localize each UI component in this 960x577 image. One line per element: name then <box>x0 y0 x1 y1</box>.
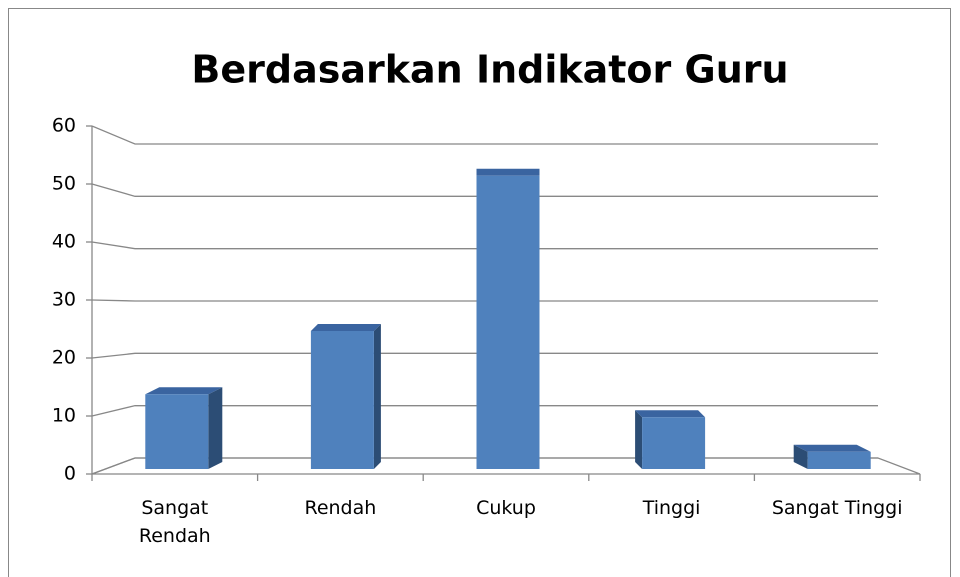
y-tick-label: 0 <box>64 463 76 485</box>
bar-face <box>476 168 540 176</box>
bar-face <box>807 451 871 469</box>
bar-face <box>145 394 209 469</box>
bar <box>635 410 706 469</box>
grid-line <box>91 352 878 359</box>
x-tick-label: Sangat Rendah <box>138 497 211 547</box>
x-tick-label: Sangat Tinggi <box>771 497 903 519</box>
y-tick-label: 30 <box>52 289 76 311</box>
x-tick-label: Rendah <box>304 497 377 519</box>
bar-face <box>793 444 871 452</box>
grid-line <box>91 183 878 197</box>
bar-face <box>635 410 706 418</box>
grid-line <box>91 125 878 145</box>
bar-face <box>476 175 540 469</box>
grid-line <box>91 241 878 250</box>
bar-face <box>145 387 223 395</box>
grid-line <box>91 405 878 417</box>
grid-line <box>91 299 878 302</box>
y-tick-label: 50 <box>52 173 76 195</box>
bar-face <box>373 324 381 469</box>
bar-face <box>793 444 808 469</box>
y-tick-label: 40 <box>52 231 76 253</box>
bar-face <box>310 324 381 331</box>
x-tick-label: Tinggi <box>642 497 701 519</box>
bar-face <box>208 387 223 469</box>
bar <box>476 168 540 469</box>
bar-face <box>642 417 706 469</box>
bar-face <box>310 331 374 469</box>
y-tick-label: 60 <box>52 115 76 137</box>
bar <box>145 387 223 469</box>
x-tick-label: Cukup <box>476 497 536 519</box>
chart-title: Berdasarkan Indikator Guru <box>191 48 788 92</box>
y-tick-label: 10 <box>52 405 76 427</box>
bar-face <box>635 410 643 469</box>
bar <box>793 444 871 469</box>
bar <box>310 324 381 469</box>
grid-line <box>91 457 878 475</box>
y-tick-label: 20 <box>52 347 76 369</box>
